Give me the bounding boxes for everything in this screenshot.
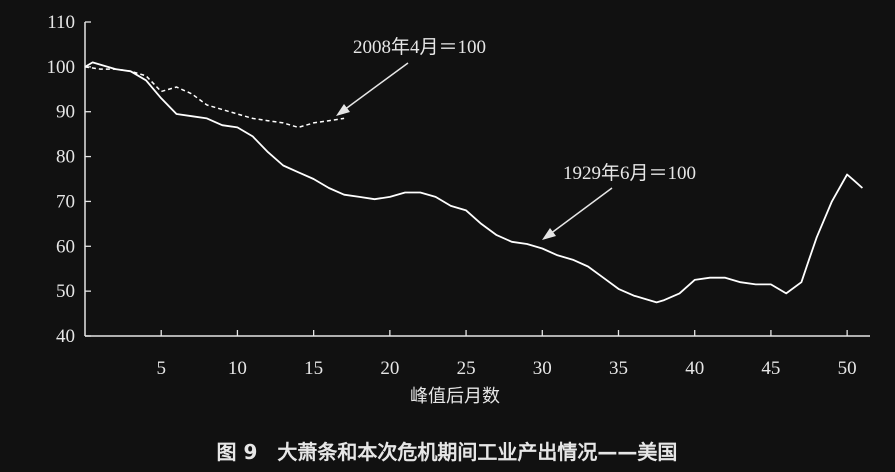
annotation-2008-arrow <box>339 62 409 114</box>
y-tick-label: 60 <box>56 236 75 257</box>
series-line-1929 <box>84 61 864 304</box>
y-tick-label: 70 <box>56 191 75 212</box>
annotation-2008-arrowhead <box>336 104 350 116</box>
x-tick-label: 15 <box>304 358 323 379</box>
y-tick-label: 40 <box>56 326 75 347</box>
figure-caption: 图 9 大萧条和本次危机期间工业产出情况——美国 <box>217 440 678 464</box>
x-tick-label: 50 <box>838 358 857 379</box>
y-tick-label: 80 <box>56 147 75 168</box>
x-tick-label: 25 <box>457 358 476 379</box>
axes <box>84 22 870 337</box>
x-tick-label: 30 <box>533 358 552 379</box>
series-layer <box>84 61 864 304</box>
x-tick-label: 45 <box>761 358 780 379</box>
annotation-1929-label: 1929年6月＝100 <box>563 162 696 184</box>
annotation-1929-arrowhead <box>542 228 556 240</box>
y-tick-label: 90 <box>56 102 75 123</box>
annotation-2008-label: 2008年4月＝100 <box>353 36 486 58</box>
x-tick-label: 40 <box>685 358 704 379</box>
x-axis-label: 峰值后月数 <box>410 386 500 407</box>
tick-group: 40 50 60 70 80 90 100 110 5 10 15 20 25 30 35 40 45 50 <box>47 12 857 379</box>
x-tick-label: 35 <box>609 358 628 379</box>
y-tick-label: 50 <box>56 281 75 302</box>
annotations: 2008年4月＝100 1929年6月＝100 <box>336 36 696 240</box>
annotation-1929-arrow <box>545 187 613 238</box>
series-line-2008 <box>84 66 345 129</box>
x-tick-label: 5 <box>156 358 166 379</box>
y-tick-label: 110 <box>47 12 75 33</box>
x-tick-label: 10 <box>228 358 247 379</box>
x-tick-label: 20 <box>380 358 399 379</box>
y-tick-label: 100 <box>47 57 76 78</box>
